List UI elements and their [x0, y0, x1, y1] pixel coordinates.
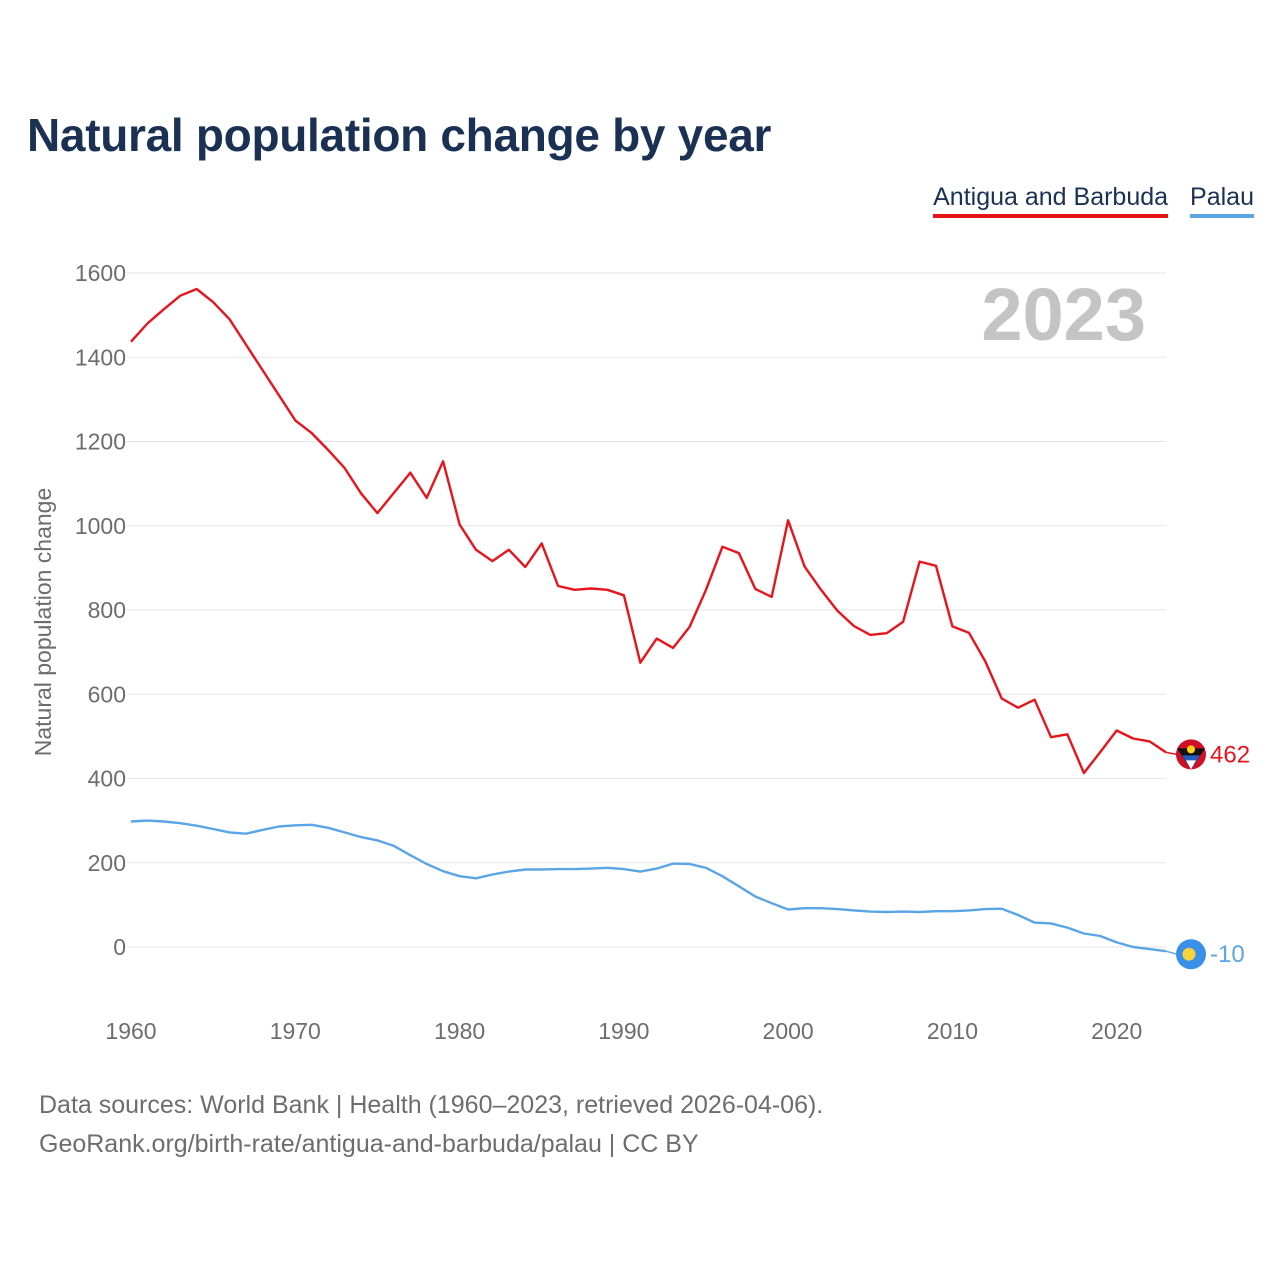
x-tick-label: 2010: [927, 1018, 978, 1044]
x-tick-label: 1970: [270, 1018, 321, 1044]
legend: Antigua and Barbuda Palau: [933, 183, 1254, 218]
x-axis-ticks: 1960 1970 1980 1990 2000 2010 2020: [105, 1018, 1142, 1044]
legend-item-antigua[interactable]: Antigua and Barbuda: [933, 183, 1169, 218]
gridlines: [127, 272, 1166, 948]
year-watermark: 2023: [981, 273, 1146, 356]
y-tick-label: 800: [88, 597, 126, 623]
antigua-flag-icon: [1176, 739, 1206, 770]
y-axis-label: Natural population change: [30, 488, 56, 757]
chart-title: Natural population change by year: [27, 109, 772, 161]
x-tick-label: 2020: [1091, 1018, 1142, 1044]
y-tick-label: 1200: [75, 429, 126, 455]
end-value-label: 462: [1210, 741, 1250, 768]
footer: Data sources: World Bank | Health (1960–…: [39, 1086, 823, 1164]
y-tick-label: 1600: [75, 260, 126, 286]
legend-item-palau[interactable]: Palau: [1190, 183, 1254, 218]
end-value-label: -10: [1210, 941, 1245, 968]
y-tick-label: 600: [88, 681, 126, 707]
attribution-link[interactable]: GeoRank.org/birth-rate/antigua-and-barbu…: [39, 1130, 699, 1158]
data-source-text: Data sources: World Bank | Health (1960–…: [39, 1091, 824, 1119]
y-tick-label: 1000: [75, 513, 126, 539]
y-tick-label: 0: [113, 934, 126, 960]
x-tick-label: 1990: [598, 1018, 649, 1044]
palau-flag-icon: [1176, 939, 1206, 970]
y-tick-label: 400: [88, 766, 126, 792]
series-end-markers: 462 -10: [1165, 739, 1250, 970]
series-line-palau: [130, 819, 1167, 953]
end-connector: [1165, 751, 1178, 756]
series-lines: [130, 287, 1167, 953]
y-axis-ticks: 0 200 400 600 800 1000 1200 1400 1600: [75, 260, 126, 960]
y-tick-label: 200: [88, 850, 126, 876]
x-tick-label: 2000: [763, 1018, 814, 1044]
x-tick-label: 1980: [434, 1018, 485, 1044]
y-tick-label: 1400: [75, 344, 126, 370]
x-tick-label: 1960: [105, 1018, 156, 1044]
series-line-antigua: [130, 287, 1167, 775]
end-connector: [1165, 950, 1178, 955]
